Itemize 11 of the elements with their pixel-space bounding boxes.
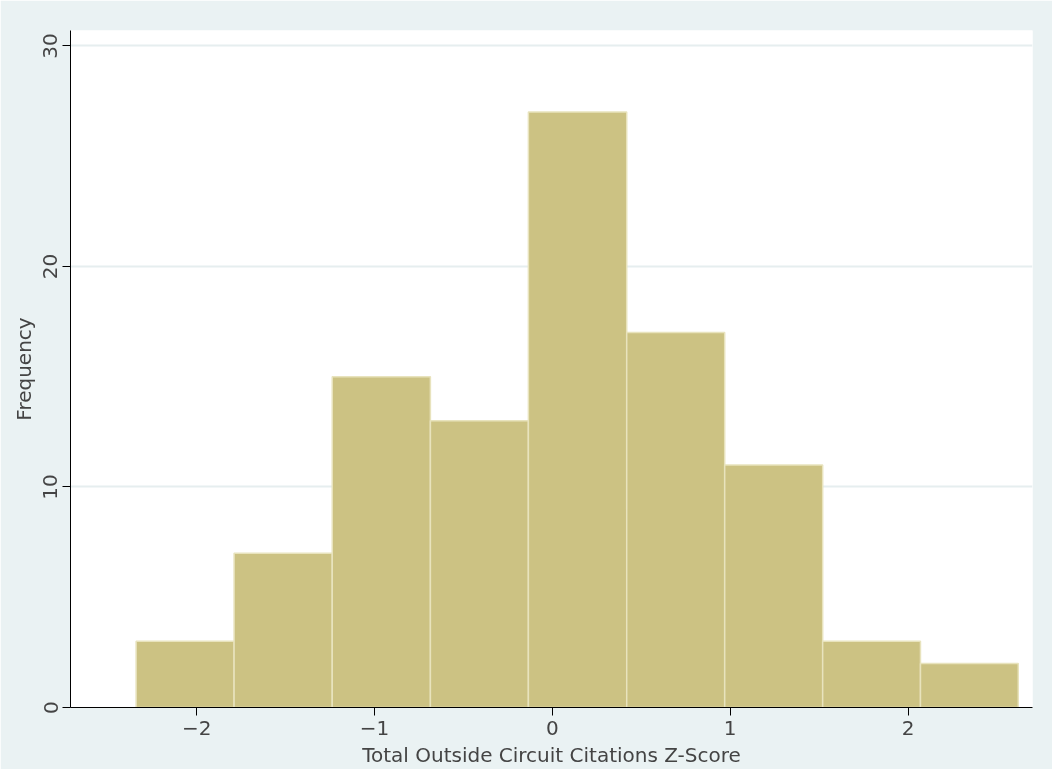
x-tick-label: 0 bbox=[546, 715, 559, 740]
y-axis-title: Frequency bbox=[11, 317, 36, 421]
y-tick-label: 0 bbox=[38, 701, 63, 714]
x-tick-label: 2 bbox=[901, 715, 915, 740]
x-tick-label: −1 bbox=[359, 715, 390, 740]
x-axis-title: Total Outside Circuit Citations Z-Score bbox=[361, 742, 741, 767]
y-tick-label: 10 bbox=[38, 474, 63, 500]
x-tick-label: −2 bbox=[182, 715, 212, 740]
y-tick-label: 20 bbox=[38, 253, 63, 280]
x-tick-label: 1 bbox=[723, 715, 737, 740]
y-tick-label: 30 bbox=[38, 33, 63, 59]
